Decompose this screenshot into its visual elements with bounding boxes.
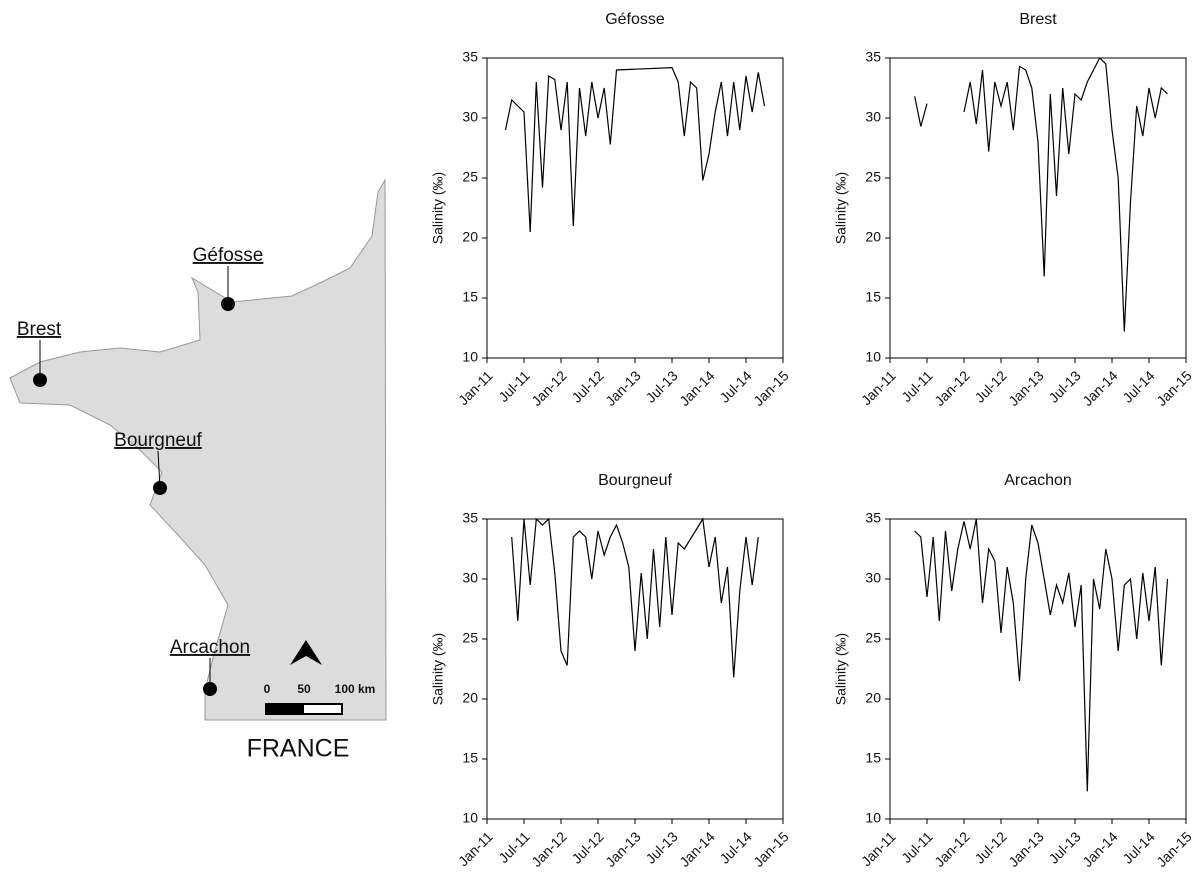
x-tick-label: Jan-12 bbox=[528, 367, 570, 409]
y-tick-label: 10 bbox=[462, 349, 478, 365]
x-tick-label: Jul-11 bbox=[898, 828, 936, 866]
y-tick-label: 30 bbox=[462, 570, 478, 586]
salinity-line bbox=[511, 517, 759, 678]
x-tick-label: Jan-12 bbox=[528, 828, 570, 870]
x-tick-label: Jan-13 bbox=[1005, 828, 1047, 870]
site-label: Géfosse bbox=[193, 245, 264, 266]
y-tick-label: 10 bbox=[865, 349, 881, 365]
salinity-line bbox=[504, 66, 766, 233]
x-tick-label: Jan-15 bbox=[750, 828, 792, 870]
site-label: Bourgneuf bbox=[114, 430, 202, 451]
land bbox=[9, 178, 387, 721]
x-tick-label: Jul-11 bbox=[495, 828, 533, 866]
x-tick-label: Jan-14 bbox=[676, 828, 718, 870]
scale-label: 0 bbox=[264, 682, 271, 696]
x-tick-label: Jul-14 bbox=[716, 828, 754, 866]
x-tick-label: Jan-11 bbox=[455, 828, 496, 869]
x-tick-label: Jan-11 bbox=[858, 828, 899, 869]
x-tick-label: Jul-12 bbox=[971, 828, 1009, 866]
x-tick-label: Jul-13 bbox=[642, 828, 680, 866]
scale-label: 50 bbox=[297, 682, 311, 696]
y-tick-label: 10 bbox=[865, 810, 881, 826]
y-tick-label: 25 bbox=[865, 630, 881, 646]
y-tick-label: 35 bbox=[865, 510, 881, 526]
x-tick-label: Jan-13 bbox=[602, 367, 644, 409]
y-tick-label: 15 bbox=[865, 750, 881, 766]
x-tick-label: Jul-12 bbox=[971, 367, 1009, 405]
y-tick-label: 25 bbox=[462, 169, 478, 185]
x-tick-label: Jul-11 bbox=[495, 367, 533, 405]
x-tick-label: Jul-13 bbox=[1045, 367, 1083, 405]
x-tick-label: Jul-13 bbox=[642, 367, 680, 405]
x-tick-label: Jul-13 bbox=[1045, 828, 1083, 866]
y-tick-label: 35 bbox=[865, 49, 881, 65]
x-tick-label: Jul-14 bbox=[716, 367, 754, 405]
chart-title: Bourgneuf bbox=[598, 472, 672, 489]
scale-bar bbox=[266, 704, 304, 714]
y-tick-label: 15 bbox=[462, 289, 478, 305]
y-tick-label: 25 bbox=[865, 169, 881, 185]
x-tick-label: Jan-13 bbox=[602, 828, 644, 870]
map: Géfosse Brest Bourgneuf Arcachon 0 50 10… bbox=[9, 178, 387, 763]
x-tick-label: Jan-15 bbox=[1153, 367, 1194, 409]
x-tick-label: Jul-12 bbox=[568, 367, 606, 405]
north-arrow bbox=[290, 640, 322, 665]
x-tick-label: Jan-11 bbox=[858, 367, 899, 408]
y-tick-label: 20 bbox=[865, 229, 881, 245]
y-axis-label: Salinity (‰) bbox=[430, 172, 446, 244]
y-tick-label: 30 bbox=[865, 109, 881, 125]
x-tick-label: Jan-12 bbox=[931, 828, 973, 870]
y-axis-label: Salinity (‰) bbox=[430, 633, 446, 705]
x-tick-label: Jan-14 bbox=[1079, 828, 1121, 870]
site-label: Arcachon bbox=[170, 637, 250, 658]
y-tick-label: 15 bbox=[462, 750, 478, 766]
x-tick-label: Jan-14 bbox=[676, 367, 718, 409]
salinity-line bbox=[914, 96, 928, 127]
x-tick-label: Jul-11 bbox=[898, 367, 936, 405]
plot-frame bbox=[889, 518, 1187, 820]
site-dot bbox=[203, 682, 217, 696]
site-label: Brest bbox=[17, 319, 62, 340]
salinity-line bbox=[914, 518, 1169, 792]
plot-frame bbox=[486, 518, 784, 820]
chart-title: Arcachon bbox=[1004, 472, 1072, 489]
y-tick-label: 30 bbox=[865, 570, 881, 586]
y-tick-label: 25 bbox=[462, 630, 478, 646]
y-tick-label: 20 bbox=[865, 690, 881, 706]
site-dot bbox=[33, 373, 47, 387]
y-tick-label: 35 bbox=[462, 49, 478, 65]
x-tick-label: Jan-12 bbox=[931, 367, 973, 409]
y-tick-label: 30 bbox=[462, 109, 478, 125]
x-tick-label: Jan-15 bbox=[750, 367, 792, 409]
x-tick-label: Jan-13 bbox=[1005, 367, 1047, 409]
x-tick-label: Jul-12 bbox=[568, 828, 606, 866]
site-dot bbox=[221, 297, 235, 311]
y-tick-label: 20 bbox=[462, 229, 478, 245]
salinity-line bbox=[963, 57, 1168, 332]
y-tick-label: 20 bbox=[462, 690, 478, 706]
plot-frame bbox=[889, 57, 1187, 359]
x-tick-label: Jan-11 bbox=[455, 367, 496, 408]
y-tick-label: 35 bbox=[462, 510, 478, 526]
x-tick-label: Jan-15 bbox=[1153, 828, 1194, 870]
x-tick-label: Jul-14 bbox=[1119, 828, 1157, 866]
y-axis-label: Salinity (‰) bbox=[833, 172, 849, 244]
country-label: FRANCE bbox=[247, 735, 350, 763]
y-tick-label: 15 bbox=[865, 289, 881, 305]
site-dot bbox=[153, 481, 167, 495]
chart-title: Brest bbox=[1019, 11, 1057, 28]
x-tick-label: Jul-14 bbox=[1119, 367, 1157, 405]
scale-label: 100 km bbox=[335, 682, 376, 696]
chart-title: Géfosse bbox=[605, 11, 665, 28]
y-axis-label: Salinity (‰) bbox=[833, 633, 849, 705]
y-tick-label: 10 bbox=[462, 810, 478, 826]
x-tick-label: Jan-14 bbox=[1079, 367, 1121, 409]
